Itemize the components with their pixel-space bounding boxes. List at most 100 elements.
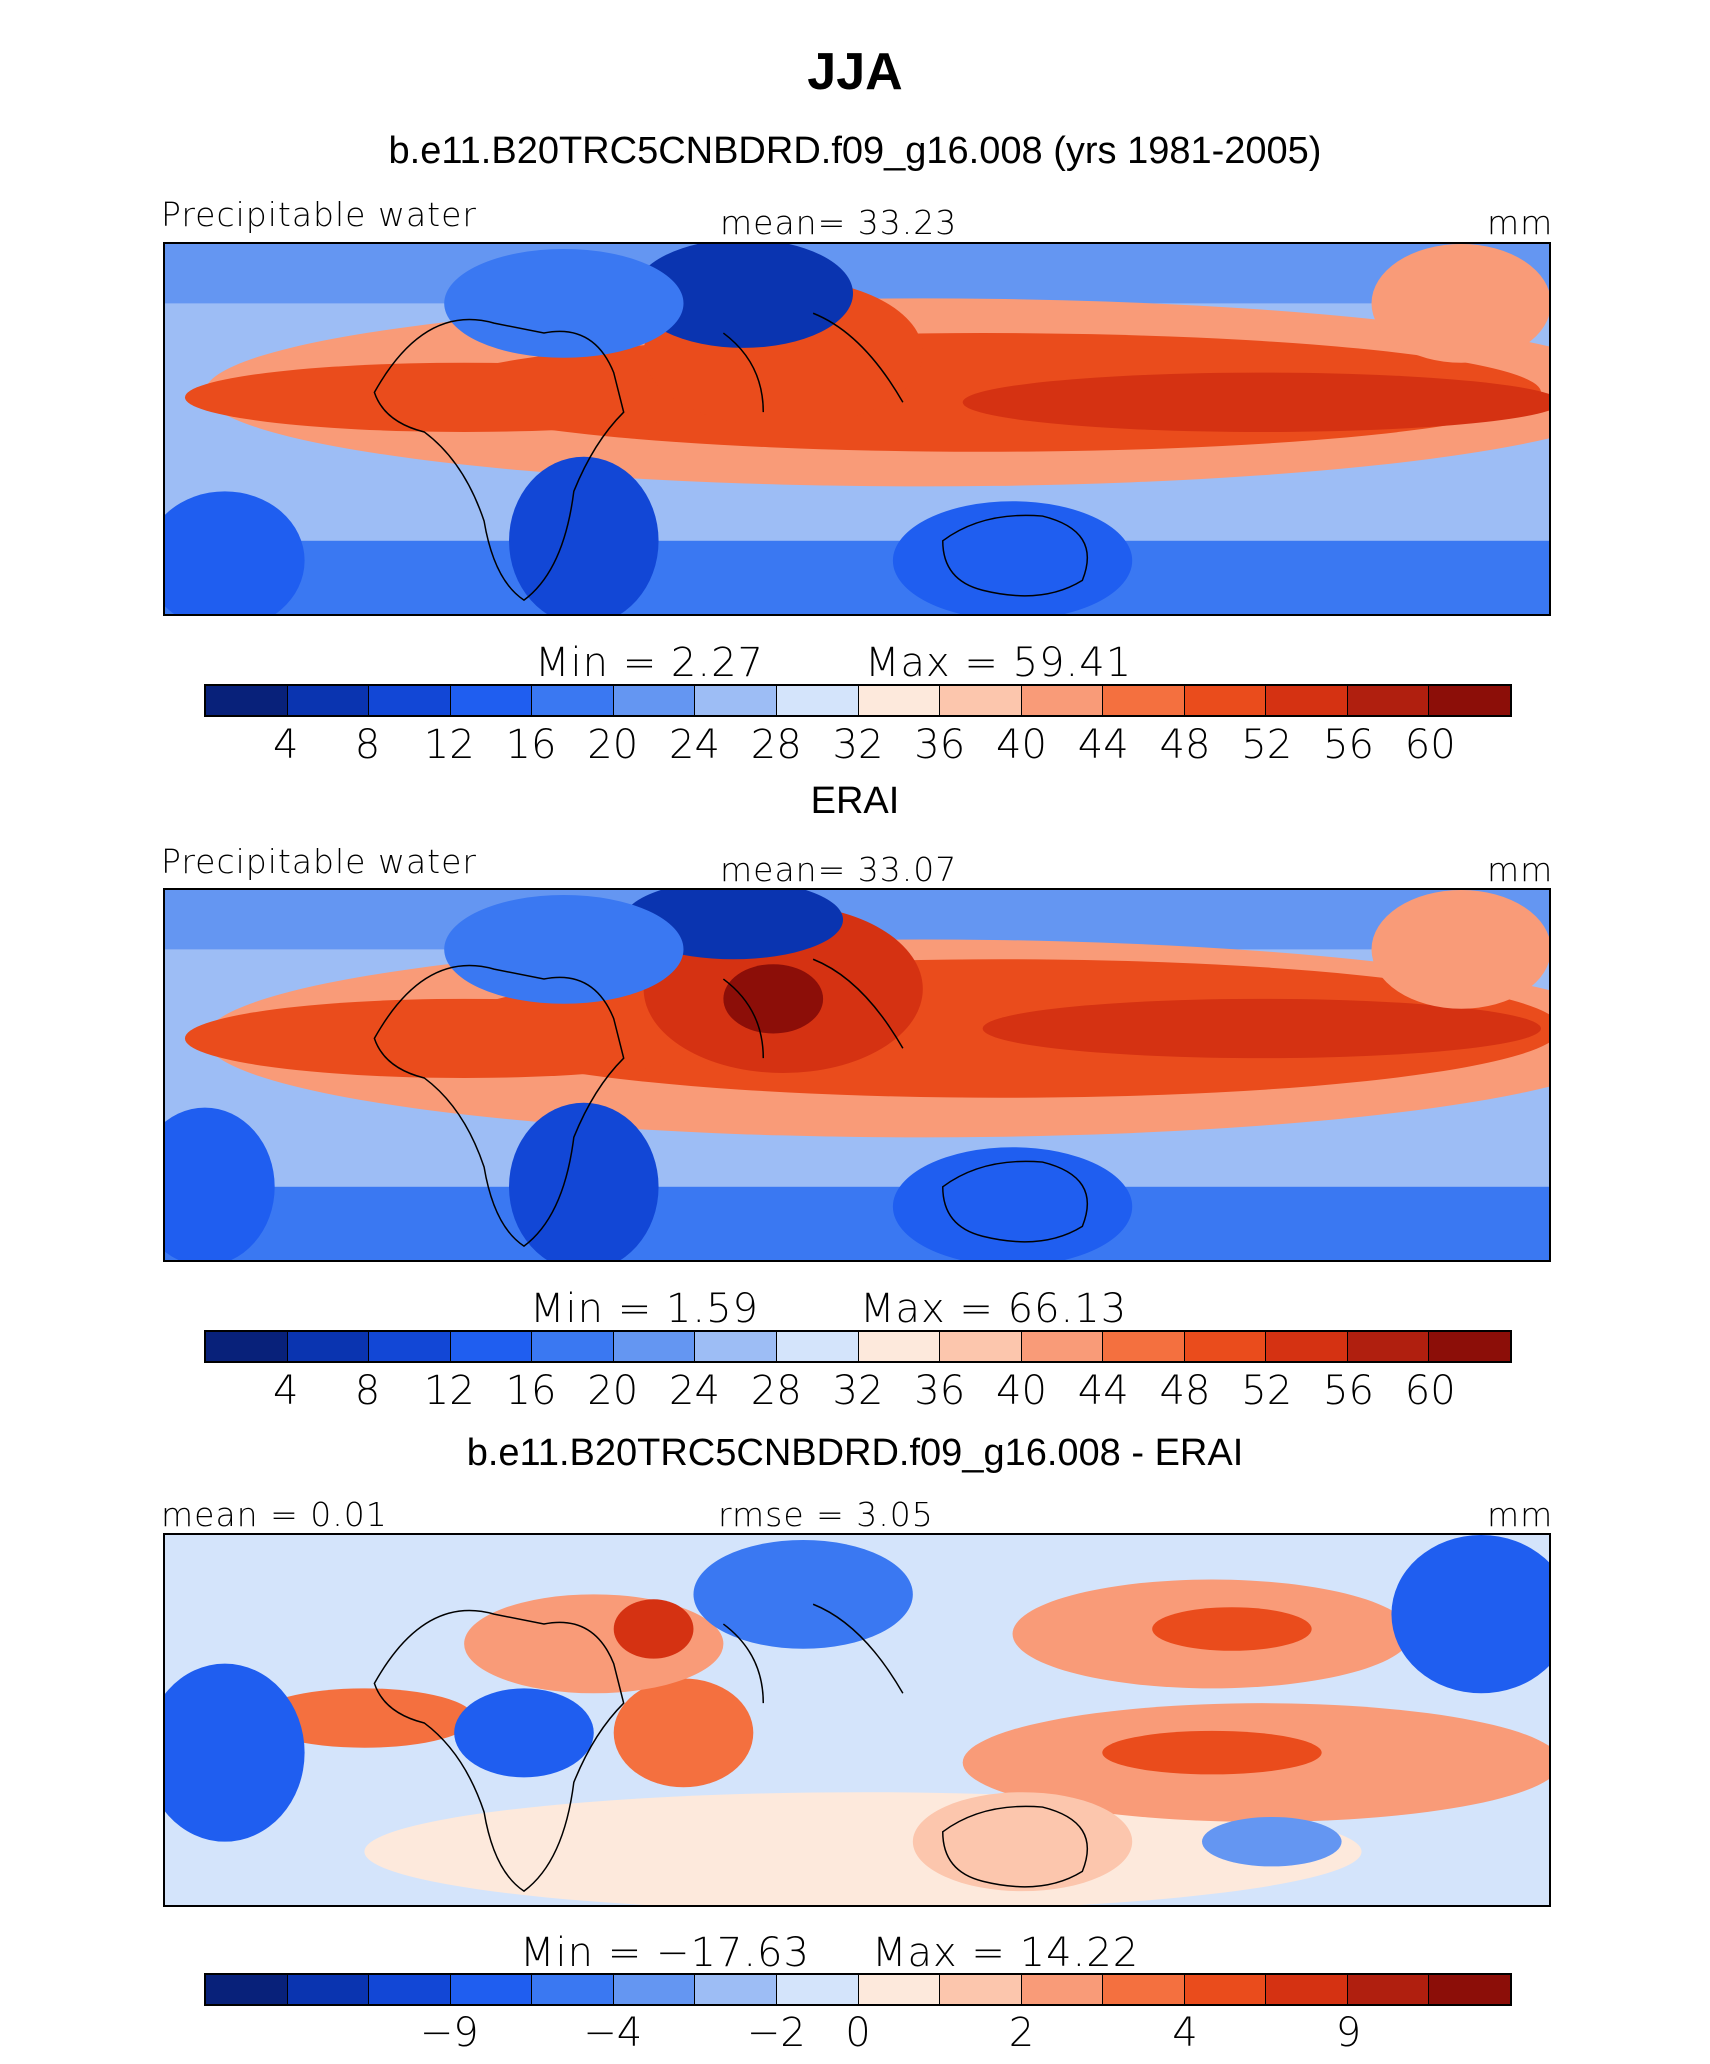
panel3-title: b.e11.B20TRC5CNBDRD.f09_g16.008 - ERAI — [466, 1432, 1244, 1474]
colorbar-tick-label: 36 — [914, 1368, 966, 1414]
panel3-map — [163, 1533, 1551, 1907]
colorbar-swatch — [858, 686, 941, 715]
colorbar-swatch — [369, 1975, 451, 2004]
colorbar-tick-label: 48 — [1159, 1368, 1211, 1414]
colorbar-tick-label: 16 — [505, 722, 557, 768]
panel3-mean-label: mean = 0.01 — [161, 1495, 388, 1534]
colorbar-swatch — [1184, 1332, 1267, 1361]
colorbar-swatch — [369, 1332, 451, 1361]
panel2-map — [163, 888, 1551, 1262]
colorbar-tick-label: 32 — [832, 722, 884, 768]
colorbar-swatch — [1429, 686, 1510, 715]
colorbar-swatch — [1021, 686, 1104, 715]
colorbar-swatch — [858, 1975, 941, 2004]
colorbar-swatch — [940, 686, 1022, 715]
panel2-field — [165, 890, 1549, 1260]
colorbar-swatch — [1266, 686, 1348, 715]
colorbar-swatch — [776, 1975, 859, 2004]
colorbar-swatch — [1184, 1975, 1267, 2004]
colorbar-tick-label: 60 — [1404, 1368, 1456, 1414]
panel2-max: Max = 66.13 — [860, 1286, 1128, 1332]
panel2-variable-label: Precipitable water — [161, 842, 477, 881]
colorbar-tick-label: 28 — [750, 722, 802, 768]
colorbar-swatch — [1184, 686, 1267, 715]
colorbar-tick-label: −4 — [583, 2010, 643, 2056]
colorbar-tick-label: −2 — [746, 2010, 806, 2056]
colorbar-swatch — [450, 1975, 533, 2004]
colorbar-swatch — [1266, 1332, 1348, 1361]
colorbar-tick-label: −9 — [419, 2010, 479, 2056]
panel3-min: Min = −17.63 — [520, 1930, 810, 1976]
colorbar-tick-label: 20 — [587, 1368, 639, 1414]
panel3-colorbar — [204, 1973, 1512, 2006]
colorbar-tick-label: 60 — [1404, 722, 1456, 768]
colorbar-tick-label: 12 — [423, 722, 475, 768]
colorbar-swatch — [695, 1332, 777, 1361]
colorbar-tick-label: 0 — [845, 2010, 871, 2056]
colorbar-swatch — [1347, 1975, 1430, 2004]
colorbar-tick-label: 12 — [423, 1368, 475, 1414]
colorbar-swatch — [532, 686, 614, 715]
colorbar-swatch — [532, 1332, 614, 1361]
colorbar-swatch — [776, 686, 859, 715]
panel2-units: mm — [1487, 850, 1554, 889]
panel3-field — [165, 1535, 1549, 1905]
colorbar-swatch — [287, 686, 370, 715]
panel1-map — [163, 242, 1551, 616]
colorbar-swatch — [695, 686, 777, 715]
colorbar-swatch — [776, 1332, 859, 1361]
colorbar-swatch — [1266, 1975, 1348, 2004]
colorbar-swatch — [940, 1332, 1022, 1361]
colorbar-swatch — [369, 686, 451, 715]
panel1-field — [165, 244, 1549, 614]
panel3-max: Max = 14.22 — [872, 1930, 1140, 1976]
colorbar-tick-label: 16 — [505, 1368, 557, 1414]
colorbar-tick-label: 52 — [1241, 1368, 1293, 1414]
colorbar-swatch — [613, 1332, 696, 1361]
colorbar-swatch — [532, 1975, 614, 2004]
panel2-mean-label: mean= 33.07 — [720, 850, 958, 889]
colorbar-swatch — [1021, 1975, 1104, 2004]
colorbar-tick-label: 20 — [587, 722, 639, 768]
figure-title: JJA — [807, 43, 903, 101]
panel2-colorbar — [204, 1330, 1512, 1363]
panel3-units: mm — [1487, 1495, 1554, 1534]
colorbar-tick-label: 24 — [669, 722, 720, 768]
panel1-colorbar — [204, 684, 1512, 717]
colorbar-swatch — [287, 1332, 370, 1361]
colorbar-swatch — [613, 686, 696, 715]
panel1-min: Min = 2.27 — [535, 640, 764, 686]
colorbar-tick-label: 44 — [1077, 722, 1129, 768]
colorbar-tick-label: 28 — [750, 1368, 802, 1414]
colorbar-swatch — [450, 686, 533, 715]
colorbar-tick-label: 40 — [996, 722, 1047, 768]
colorbar-tick-label: 32 — [832, 1368, 884, 1414]
panel1-units: mm — [1487, 203, 1554, 242]
panel1-max: Max = 59.41 — [865, 640, 1133, 686]
panel1-mean-label: mean= 33.23 — [720, 203, 958, 242]
colorbar-swatch — [695, 1975, 777, 2004]
colorbar-swatch — [206, 686, 288, 715]
panel2-min: Min = 1.59 — [530, 1286, 759, 1332]
colorbar-tick-label: 4 — [273, 1368, 299, 1414]
colorbar-tick-label: 36 — [914, 722, 966, 768]
colorbar-tick-label: 56 — [1323, 1368, 1374, 1414]
panel2-title: ERAI — [810, 780, 900, 822]
colorbar-swatch — [450, 1332, 533, 1361]
colorbar-swatch — [858, 1332, 941, 1361]
colorbar-swatch — [940, 1975, 1022, 2004]
colorbar-swatch — [206, 1975, 288, 2004]
colorbar-swatch — [1429, 1332, 1510, 1361]
colorbar-tick-label: 40 — [996, 1368, 1047, 1414]
panel1-variable-label: Precipitable water — [161, 195, 477, 234]
colorbar-tick-label: 4 — [273, 722, 299, 768]
colorbar-swatch — [206, 1332, 288, 1361]
colorbar-swatch — [613, 1975, 696, 2004]
colorbar-swatch — [1347, 1332, 1430, 1361]
colorbar-swatch — [1103, 1332, 1185, 1361]
colorbar-tick-label: 44 — [1077, 1368, 1129, 1414]
colorbar-tick-label: 52 — [1241, 722, 1293, 768]
colorbar-tick-label: 56 — [1323, 722, 1374, 768]
colorbar-tick-label: 48 — [1159, 722, 1211, 768]
colorbar-tick-label: 4 — [1172, 2010, 1198, 2056]
